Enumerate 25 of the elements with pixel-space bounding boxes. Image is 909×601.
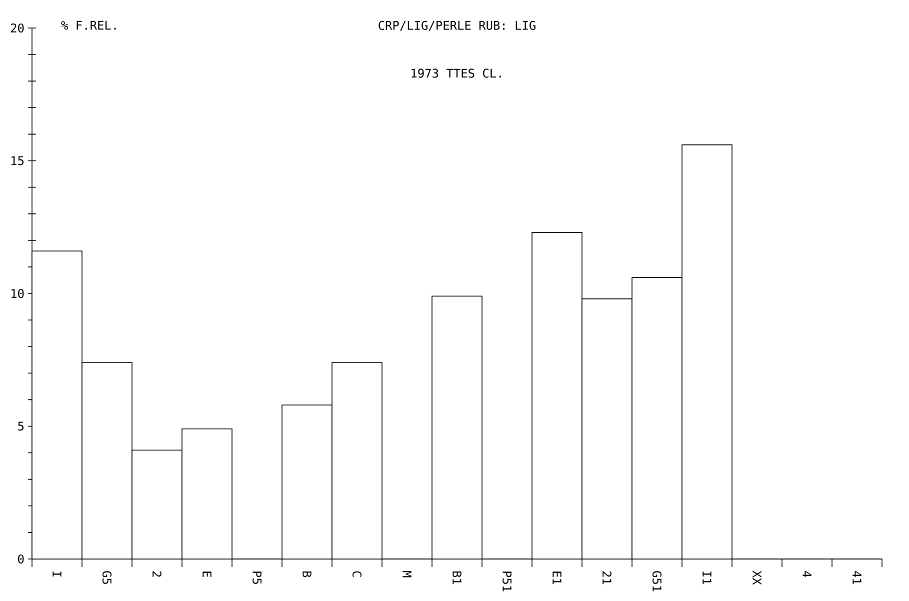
y-tick-label: 15 <box>12 156 24 166</box>
y-tick-label: 5 <box>18 422 24 431</box>
x-tick-label: P51 <box>502 572 512 592</box>
x-tick-label: G51 <box>652 571 662 592</box>
chart-title: CRP/LIG/PERLE RUB: LIG <box>378 20 536 31</box>
x-tick-label: 4 <box>802 571 812 578</box>
x-tick-label: B1 <box>452 571 462 584</box>
x-tick-label: E1 <box>552 572 562 584</box>
x-tick-label: E <box>202 572 212 577</box>
x-tick-label: XX <box>752 570 762 585</box>
x-tick-label: C <box>352 571 362 577</box>
text: 1973 TTES CL. <box>412 68 501 78</box>
x-tick-label: I1 <box>702 572 712 584</box>
x-tick-label: 2 <box>152 571 162 577</box>
x-tick-label: 21 <box>602 571 612 584</box>
x-tick-label: B <box>302 571 312 578</box>
x-tick-label: M <box>402 571 412 578</box>
y-axis-title: % F.REL. <box>61 20 116 30</box>
y-tick-label: 20 <box>10 23 24 33</box>
y-tick-label: 10 <box>12 288 24 298</box>
y-tick-label: 0 <box>18 554 24 564</box>
x-tick-label: I <box>52 572 62 577</box>
x-tick-label: 41 <box>852 571 862 584</box>
x-tick-label: G5 <box>102 571 112 584</box>
x-tick-label: P5 <box>252 572 262 584</box>
